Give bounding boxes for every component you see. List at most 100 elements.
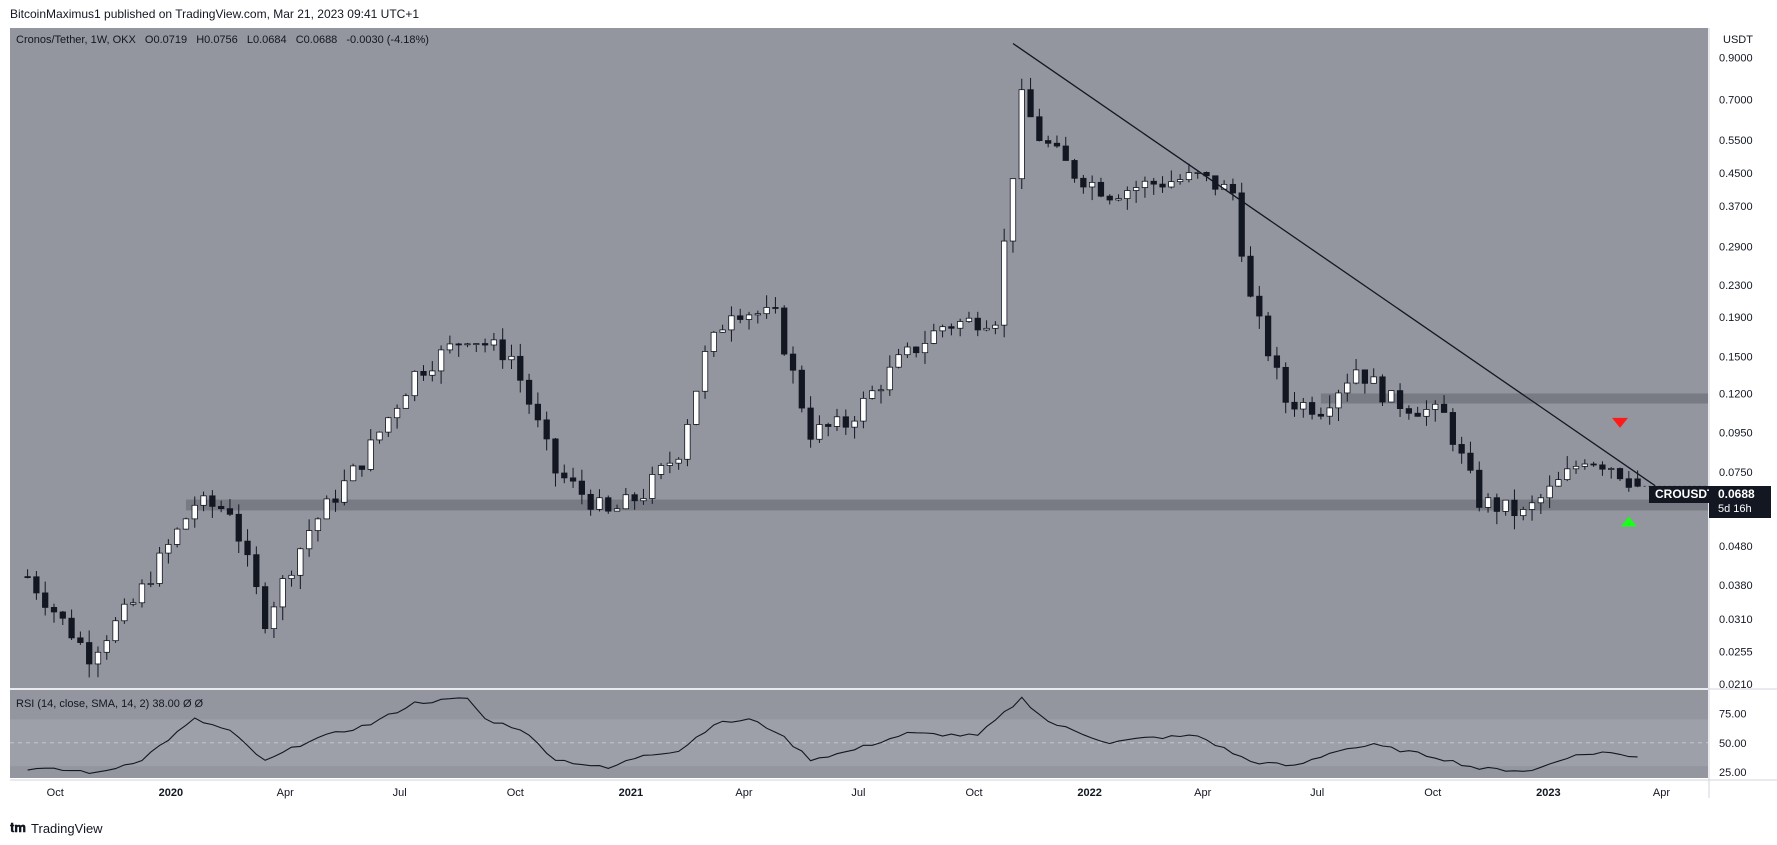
candle-down	[226, 508, 234, 515]
time-tick-label: Apr	[277, 787, 294, 799]
time-tick-label: Oct	[1424, 787, 1441, 799]
candle-up	[1555, 479, 1562, 487]
tradingview-logo-icon: 𝐭𝐦	[10, 820, 27, 835]
brand-name: TradingView	[31, 820, 103, 836]
candle-up	[165, 544, 172, 554]
candle-down	[517, 355, 524, 381]
rsi-value: 38.00	[152, 698, 180, 710]
candle-up	[754, 313, 761, 316]
candle-down	[59, 611, 66, 619]
candle-down	[253, 554, 260, 588]
symbol-price-tag: CROUSDT	[1649, 486, 1721, 503]
candle-up	[1537, 497, 1544, 504]
candle-down	[798, 369, 805, 409]
candle-up	[429, 370, 436, 376]
candle-down	[50, 607, 58, 613]
candle-down	[1458, 444, 1465, 454]
candle-up	[1089, 181, 1096, 188]
candle-up	[1141, 180, 1149, 188]
candle-up	[957, 321, 964, 329]
time-tick-label: Oct	[965, 787, 982, 799]
candle-down	[1062, 145, 1069, 161]
candle-down	[420, 370, 427, 376]
candle-up	[666, 462, 673, 466]
time-tick-label: Jul	[393, 787, 407, 799]
candle-down	[631, 494, 638, 502]
candle-up	[965, 317, 973, 322]
candle-down	[1159, 183, 1166, 188]
candle-down	[543, 419, 550, 440]
time-tick-label: Jul	[851, 787, 865, 799]
candle-up	[200, 495, 207, 506]
candle-down	[825, 424, 832, 427]
candle-up	[323, 498, 330, 520]
candle-up	[895, 354, 902, 368]
candle-up	[270, 606, 278, 630]
candle-up	[508, 355, 515, 361]
candle-down	[1467, 452, 1474, 471]
candle-down	[262, 586, 269, 630]
close-value: 0.0688	[303, 34, 338, 46]
candle-down	[1273, 355, 1281, 368]
candle-down	[1150, 180, 1157, 185]
candle-down	[358, 465, 366, 470]
candle-down	[1405, 408, 1412, 414]
publish-info: BitcoinMaximus1 published on TradingView…	[10, 7, 420, 21]
candle-up	[1018, 89, 1025, 180]
change-value: -0.0030 (-4.18%)	[346, 34, 429, 46]
candle-up	[1608, 468, 1615, 470]
low-value: 0.0684	[252, 34, 287, 46]
candle-up	[138, 583, 146, 604]
candle-up	[869, 390, 876, 399]
candle-up	[94, 651, 102, 665]
rsi-line	[27, 696, 1638, 774]
time-tick-label: 2022	[1077, 787, 1101, 799]
candle-down	[1229, 183, 1237, 194]
candle-up	[411, 370, 418, 397]
price-chart[interactable]: 0.9000 0.7000 0.5500 0.4500 0.3700 0.2900 0.23…	[0, 0, 1777, 820]
price-tick-label: 0.0380	[1719, 580, 1753, 592]
descending-trendline	[1012, 42, 1656, 487]
candle-up	[745, 314, 753, 320]
candle-up	[728, 315, 735, 331]
candle-down	[1317, 413, 1325, 417]
last-price: 0.0688	[1718, 487, 1755, 501]
candle-up	[156, 552, 163, 584]
candle-up	[1176, 179, 1184, 183]
time-tick-label: 2021	[619, 787, 643, 799]
candle-up	[886, 366, 893, 391]
candle-down	[1361, 369, 1369, 384]
candle-down	[569, 477, 577, 482]
symbol-title: Cronos/Tether, 1W, OKX	[16, 34, 136, 46]
candle-up	[1133, 187, 1140, 191]
time-tick-label: Apr	[1194, 787, 1211, 799]
candle-up	[851, 420, 858, 428]
candle-up	[1001, 240, 1008, 326]
candle-down	[1080, 177, 1087, 188]
candle-down	[1071, 160, 1078, 179]
candle-down	[24, 576, 31, 579]
candle-down	[77, 637, 84, 643]
candle-up	[103, 640, 110, 653]
candle-up	[877, 389, 885, 392]
candle-down	[1036, 116, 1043, 141]
candle-down	[534, 403, 542, 421]
red-down-marker	[1612, 417, 1629, 428]
close-label: C	[295, 34, 304, 46]
candle-down	[1590, 463, 1597, 466]
candle-down	[1097, 181, 1105, 197]
candle-up	[1326, 407, 1333, 417]
candle-up	[930, 330, 937, 344]
candle-up	[147, 583, 154, 585]
candle-down	[1625, 478, 1632, 488]
candle-up	[490, 339, 498, 346]
candle-down	[332, 498, 339, 503]
price-tick-label: 0.7000	[1719, 95, 1753, 107]
support-band	[185, 499, 1709, 511]
candle-up	[1502, 499, 1509, 512]
footer-brand[interactable]: 𝐭𝐦 TradingView	[10, 820, 103, 836]
candle-up	[992, 324, 999, 329]
time-tick-label: Oct	[47, 787, 64, 799]
candle-down	[42, 592, 49, 608]
candle-up	[1484, 497, 1492, 508]
